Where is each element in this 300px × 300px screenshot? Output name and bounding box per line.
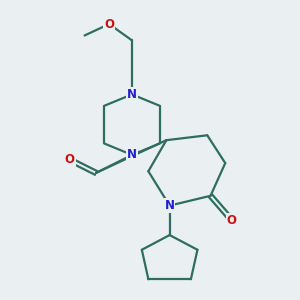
Text: N: N — [165, 199, 175, 212]
Text: O: O — [65, 153, 75, 166]
Text: O: O — [104, 17, 114, 31]
Text: O: O — [227, 214, 237, 227]
Text: N: N — [127, 88, 137, 101]
Text: N: N — [127, 148, 137, 161]
